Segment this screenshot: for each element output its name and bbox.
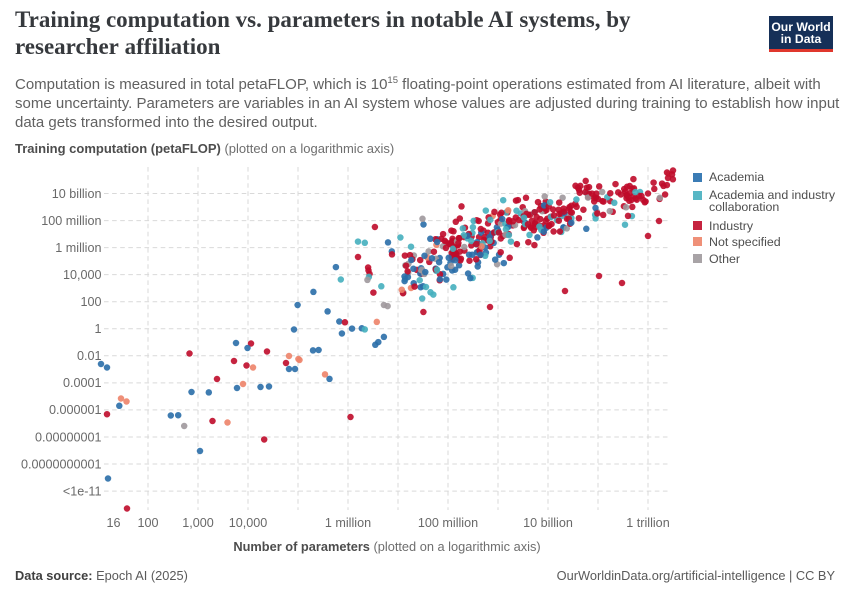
svg-text:0.00000001: 0.00000001 (35, 430, 102, 444)
svg-text:100: 100 (80, 295, 101, 309)
svg-text:1,000: 1,000 (182, 516, 214, 530)
svg-text:0.0001: 0.0001 (63, 376, 102, 390)
svg-text:1 trillion: 1 trillion (626, 516, 669, 530)
svg-text:100 million: 100 million (418, 516, 478, 530)
svg-text:1 million: 1 million (55, 241, 101, 255)
svg-text:10,000: 10,000 (63, 268, 102, 282)
svg-text:10 billion: 10 billion (52, 187, 102, 201)
svg-text:10 billion: 10 billion (523, 516, 573, 530)
svg-text:100: 100 (137, 516, 158, 530)
svg-text:0.000001: 0.000001 (49, 403, 102, 417)
svg-text:1: 1 (94, 322, 101, 336)
svg-text:0.0000000001: 0.0000000001 (21, 457, 102, 471)
svg-text:1 million: 1 million (325, 516, 371, 530)
svg-text:100 million: 100 million (41, 214, 101, 228)
svg-text:10,000: 10,000 (229, 516, 268, 530)
svg-text:16: 16 (106, 516, 120, 530)
svg-text:<1e-11: <1e-11 (63, 484, 102, 498)
svg-text:0.01: 0.01 (77, 349, 102, 363)
svg-text:Number of parameters (plotted: Number of parameters (plotted on a logar… (233, 539, 540, 554)
